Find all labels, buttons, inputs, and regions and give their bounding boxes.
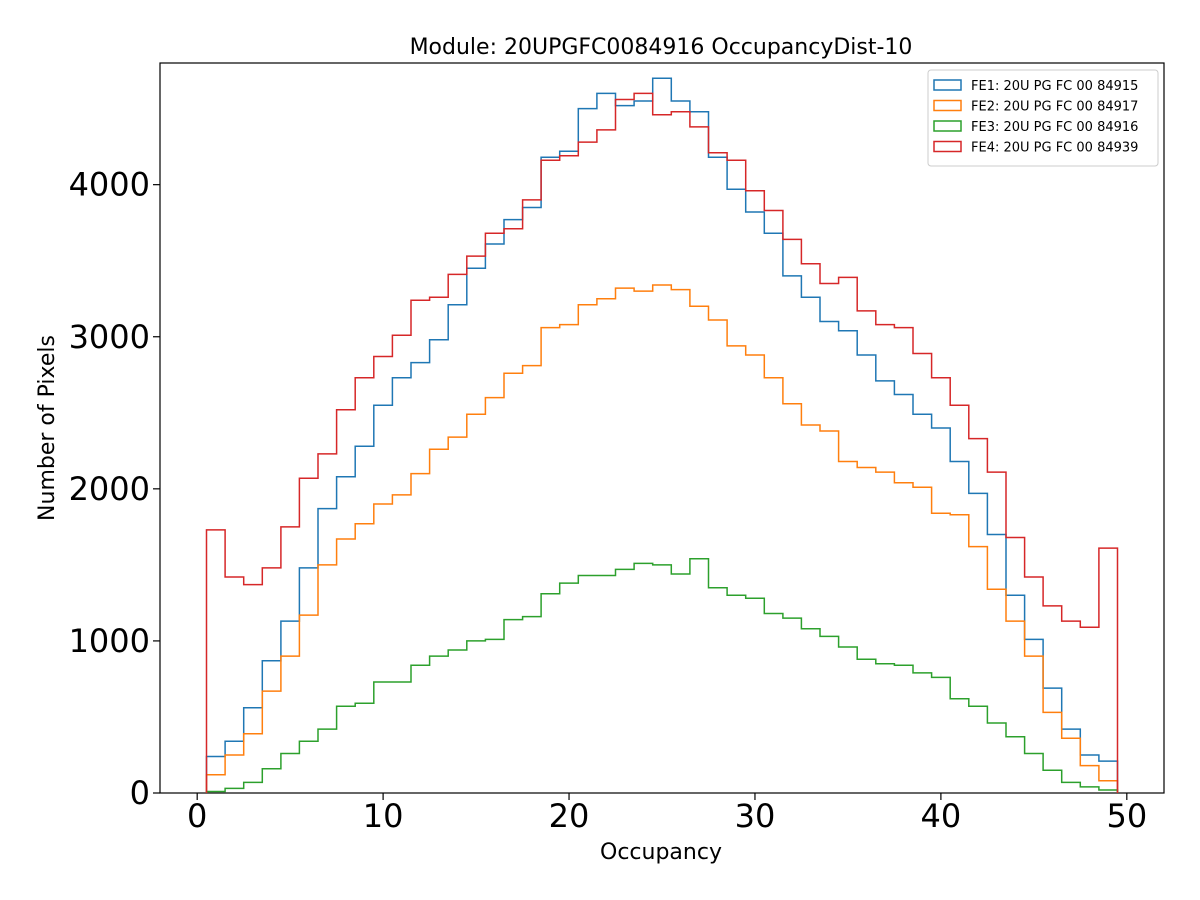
y-tick-label: 4000: [69, 166, 150, 204]
x-tick-label: 20: [549, 797, 590, 835]
y-tick-label: 3000: [69, 318, 150, 356]
legend-label-fe3: FE3: 20U PG FC 00 84916: [971, 120, 1138, 135]
legend-label-fe4: FE4: 20U PG FC 00 84939: [971, 141, 1138, 156]
series-fe2-step-line: [205, 284, 1119, 793]
y-tick-label: 0: [130, 774, 150, 812]
series-fe3-step-line: [205, 558, 1119, 793]
series-fe1-step-line: [205, 77, 1119, 793]
legend-frame: [927, 69, 1159, 167]
y-axis-label: Number of Pixels: [35, 335, 60, 521]
y-tick-label: 2000: [69, 470, 150, 508]
legend: FE1: 20U PG FC 00 84915 FE2: 20U PG FC 00…: [927, 69, 1159, 167]
chart-title: Module: 20UPGFC0084916 OccupancyDist-10: [410, 35, 913, 60]
x-tick-label: 50: [1106, 797, 1147, 835]
series-layer: [205, 77, 1119, 793]
x-tick-label: 30: [735, 797, 776, 835]
x-tick-label: 0: [187, 797, 207, 835]
x-tick-label: 40: [921, 797, 962, 835]
legend-swatch-fe2: [933, 99, 962, 112]
plot-area-frame: [159, 62, 1165, 794]
legend-swatch-fe3: [933, 120, 962, 132]
x-tick-label: 10: [363, 797, 404, 835]
legend-swatch-fe4: [933, 140, 962, 153]
x-axis-label: Occupancy: [600, 840, 722, 865]
legend-label-fe2: FE2: 20U PG FC 00 84917: [971, 100, 1138, 115]
y-axis-ticks: 0 1000 2000 3000 4000: [69, 166, 160, 812]
legend-swatch-fe1: [933, 79, 962, 91]
y-tick-label: 1000: [69, 622, 150, 660]
x-axis-ticks: 0 10 20 30 40 50: [187, 793, 1147, 835]
legend-label-fe1: FE1: 20U PG FC 00 84915: [971, 79, 1138, 94]
series-fe4-step-line: [205, 92, 1119, 793]
